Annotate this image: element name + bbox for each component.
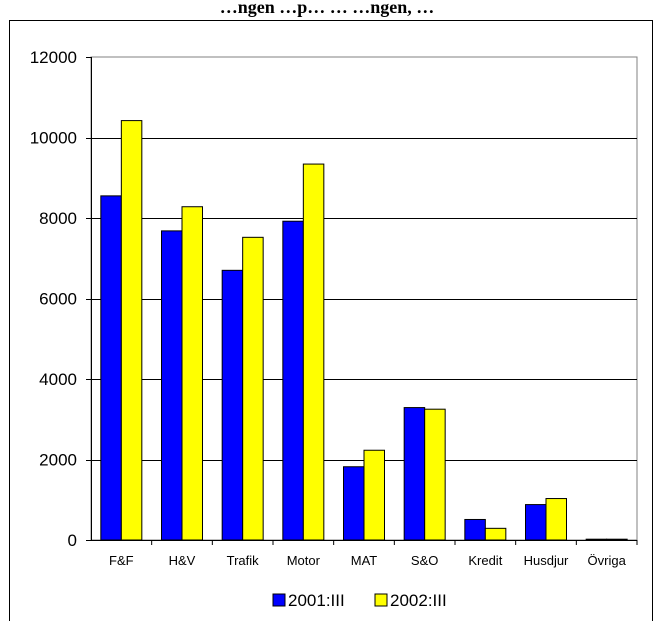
x-category-label: Husdjur [524, 553, 569, 568]
bar [525, 504, 547, 541]
x-category-label: F&F [109, 553, 134, 568]
bar [484, 527, 507, 541]
x-category-labels: F&F H&V Trafik Motor MAT S&O Kredit Husdjur Övri… [109, 553, 627, 568]
axes [86, 57, 638, 545]
bar [221, 269, 244, 541]
x-category-label: Trafik [227, 553, 260, 568]
legend-swatch [272, 593, 286, 607]
y-tick-label: 0 [68, 531, 77, 550]
y-tick-label: 8000 [39, 209, 77, 228]
legend: 2001:III 2002:III [272, 591, 447, 610]
legend-label: 2002:III [390, 591, 447, 610]
bar [545, 498, 567, 541]
y-tick-label: 10000 [30, 129, 77, 148]
legend-swatch [374, 593, 388, 607]
bar [424, 408, 446, 541]
bar [120, 120, 143, 541]
legend-label: 2001:III [288, 591, 345, 610]
x-category-label: Övriga [588, 553, 627, 568]
bar [585, 538, 608, 541]
y-tick-labels: 0 2000 4000 6000 8000 10000 12000 [30, 48, 77, 550]
x-category-label: MAT [351, 553, 378, 568]
bar [363, 449, 385, 541]
x-category-label: S&O [411, 553, 438, 568]
bar [242, 236, 264, 541]
x-category-label: H&V [169, 553, 196, 568]
y-tick-label: 6000 [39, 290, 77, 309]
bar [282, 220, 304, 541]
y-tick-label: 2000 [39, 451, 77, 470]
bar [606, 538, 628, 541]
bar [343, 466, 365, 541]
bar [100, 195, 122, 541]
bar [161, 230, 183, 541]
bar [181, 206, 203, 541]
chart-title: …ngen …p… … …ngen, … [219, 0, 435, 17]
x-category-label: Motor [287, 553, 321, 568]
x-category-label: Kredit [468, 553, 502, 568]
y-tick-label: 12000 [30, 48, 77, 67]
y-tick-label: 4000 [39, 370, 77, 389]
bar [464, 518, 486, 541]
bar [403, 407, 426, 541]
bar [302, 163, 325, 541]
